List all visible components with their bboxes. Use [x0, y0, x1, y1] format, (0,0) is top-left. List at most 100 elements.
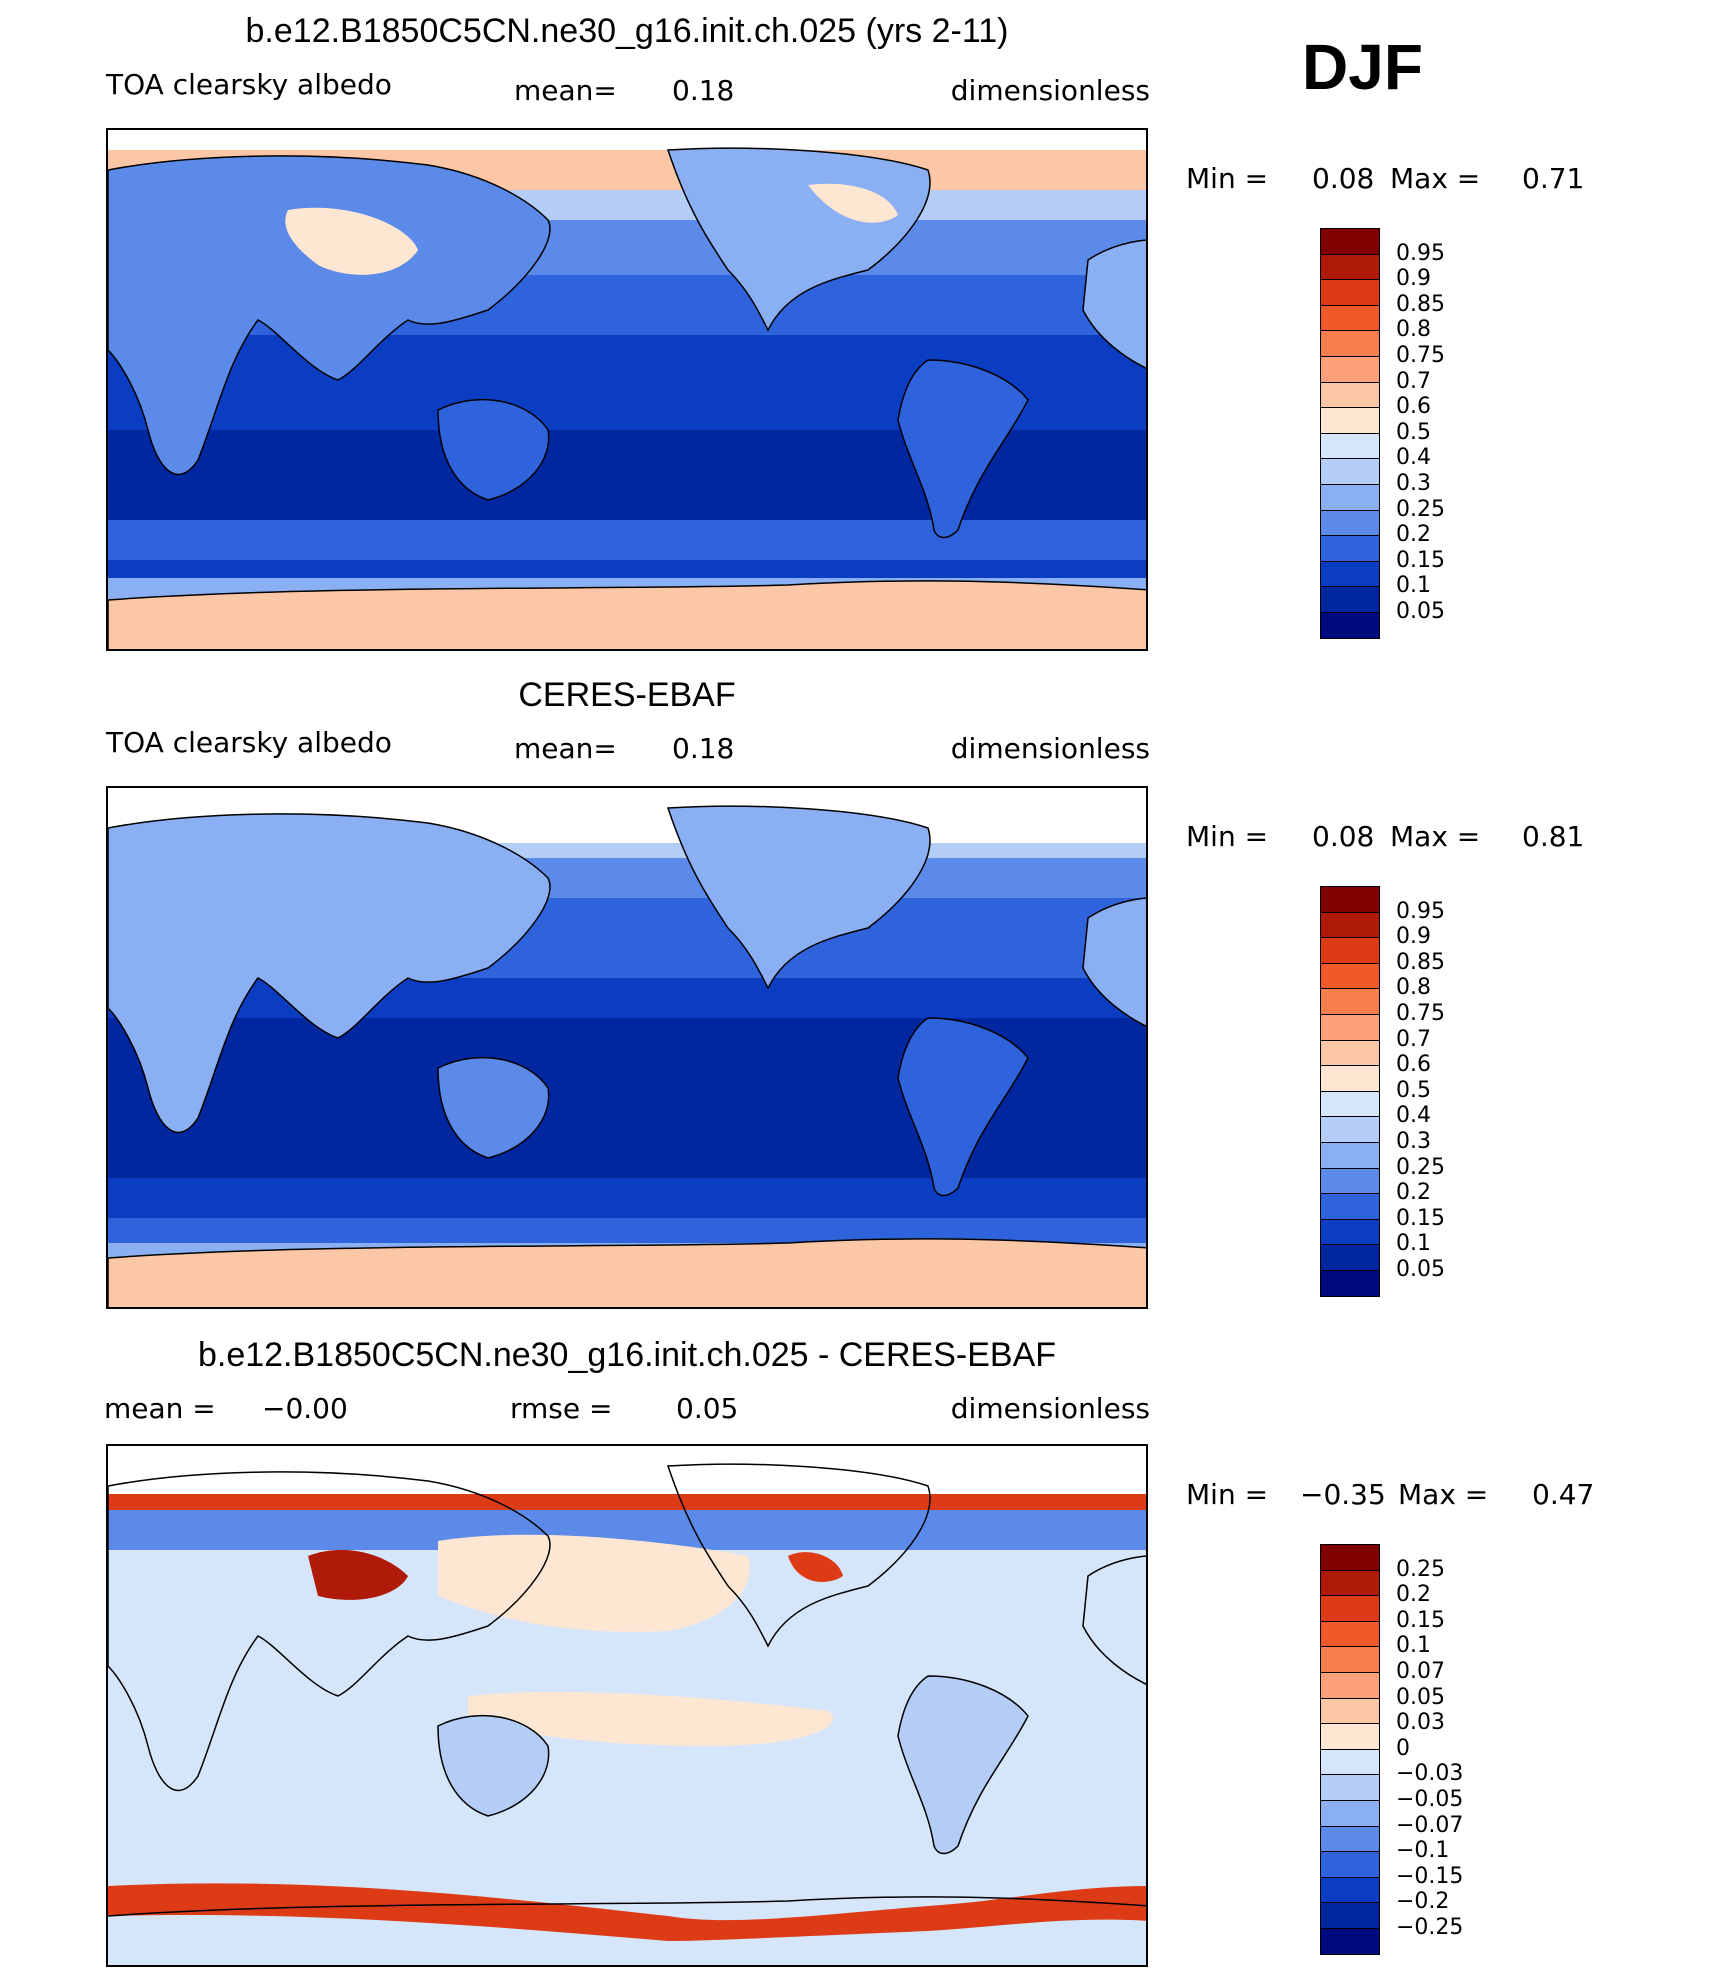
colorbar-tick-label: 0.75	[1396, 1001, 1445, 1026]
colorbar-swatch	[1320, 1748, 1380, 1776]
colorbar-swatch	[1320, 330, 1380, 357]
colorbar-tick-label: −0.1	[1396, 1838, 1450, 1864]
panel3-mean-value: −0.00	[262, 1392, 348, 1425]
colorbar-swatch	[1320, 1544, 1380, 1571]
colorbar-tick-label: 0.15	[1396, 1205, 1445, 1231]
panel3-max-label: Max =	[1398, 1478, 1489, 1511]
panel2-map	[106, 786, 1148, 1309]
colorbar-tick-label: 0.4	[1396, 1103, 1431, 1129]
colorbar-tick-label: 0.75	[1396, 343, 1445, 368]
colorbar-tick-label: 0.15	[1396, 547, 1445, 573]
colorbar-swatch	[1320, 1902, 1380, 1929]
panel3-map	[106, 1444, 1148, 1967]
colorbar-swatch	[1320, 1800, 1380, 1827]
panel1-units: dimensionless	[950, 74, 1150, 107]
colorbar-swatch	[1320, 1928, 1380, 1955]
panel1-variable-label: TOA clearsky albedo	[106, 68, 392, 101]
colorbar-tick-label: −0.2	[1396, 1889, 1450, 1915]
colorbar-tick-label: 0.6	[1396, 394, 1431, 420]
panel2-map-field	[108, 788, 1146, 1307]
colorbar-tick-label: 0.4	[1396, 445, 1431, 471]
colorbar-tick-label: 0.03	[1396, 1710, 1445, 1736]
panel2-mean-value: 0.18	[672, 732, 735, 765]
season-label: DJF	[1302, 31, 1423, 103]
colorbar-tick-label: 0	[1396, 1735, 1410, 1761]
colorbar-swatch	[1320, 988, 1380, 1015]
colorbar-tick-label: 0.8	[1396, 317, 1431, 343]
colorbar-tick-label: 0.85	[1396, 291, 1445, 317]
colorbar-tick-label: 0.25	[1396, 1556, 1445, 1582]
colorbar-swatch	[1320, 279, 1380, 306]
colorbar-swatch	[1320, 304, 1380, 332]
colorbar-swatch	[1320, 253, 1380, 281]
colorbar-swatch	[1320, 1218, 1380, 1246]
colorbar-swatch	[1320, 381, 1380, 409]
panel2-max-value: 0.81	[1522, 820, 1585, 853]
colorbar-tick-label: 0.25	[1396, 1154, 1445, 1180]
colorbar-tick-label: 0.5	[1396, 1077, 1431, 1103]
panel1-title: b.e12.B1850C5CN.ne30_g16.init.ch.025 (yr…	[245, 12, 1009, 50]
panel3-min-value: −0.35	[1300, 1478, 1386, 1511]
colorbar-tick-label: 0.2	[1396, 522, 1431, 548]
colorbar-tick-label: 0.25	[1396, 496, 1445, 522]
colorbar-tick-label: 0.3	[1396, 471, 1431, 496]
panel1-mean-value: 0.18	[672, 74, 735, 107]
colorbar-tick-label: 0.95	[1396, 240, 1445, 266]
panel1-map	[106, 128, 1148, 651]
colorbar-swatch	[1320, 458, 1380, 485]
colorbar-swatch	[1320, 432, 1380, 460]
panel1-min-label: Min =	[1186, 162, 1269, 195]
colorbar-tick-label: 0.1	[1396, 573, 1431, 599]
colorbar-swatch	[1320, 560, 1380, 588]
colorbar-swatch	[1320, 1090, 1380, 1118]
colorbar-swatch	[1320, 1672, 1380, 1699]
panel2-units: dimensionless	[950, 732, 1150, 765]
panel2-min-value: 0.08	[1312, 820, 1375, 853]
panel2-mean-label: mean=	[514, 732, 617, 765]
colorbar-swatch	[1320, 1697, 1380, 1725]
colorbar-swatch	[1320, 962, 1380, 990]
colorbar-tick-label: 0.95	[1396, 898, 1445, 924]
panel3-rmse-value: 0.05	[676, 1392, 739, 1425]
colorbar-tick-label: 0.9	[1396, 924, 1431, 950]
panel2-variable-label: TOA clearsky albedo	[106, 726, 392, 759]
colorbar-swatch	[1320, 1723, 1380, 1750]
panel1-min-value: 0.08	[1312, 162, 1375, 195]
panel1-map-field	[108, 130, 1146, 649]
colorbar-swatch	[1320, 484, 1380, 511]
colorbar-swatch	[1320, 535, 1380, 562]
colorbar-swatch	[1320, 1595, 1380, 1622]
colorbar-swatch	[1320, 356, 1380, 383]
colorbar-tick-label: 0.6	[1396, 1052, 1431, 1078]
colorbar-swatch	[1320, 1116, 1380, 1143]
colorbar-tick-label: 0.7	[1396, 368, 1431, 394]
panel3-map-field	[108, 1446, 1146, 1965]
colorbar-swatch	[1320, 1270, 1380, 1297]
colorbar-tick-label: 0.1	[1396, 1231, 1431, 1257]
colorbar-swatch	[1320, 1569, 1380, 1597]
panel2-min-label: Min =	[1186, 820, 1269, 853]
panel1-max-value: 0.71	[1522, 162, 1585, 195]
panel3-units: dimensionless	[950, 1392, 1150, 1425]
colorbar-swatch	[1320, 1825, 1380, 1853]
colorbar-tick-label: −0.15	[1396, 1863, 1464, 1889]
colorbar-swatch	[1320, 228, 1380, 255]
colorbar-swatch	[1320, 1774, 1380, 1801]
colorbar-swatch	[1320, 1065, 1380, 1092]
colorbar-tick-label: 0.8	[1396, 975, 1431, 1001]
colorbar-swatch	[1320, 1193, 1380, 1220]
colorbar-tick-label: 0.07	[1396, 1659, 1445, 1684]
panel1-mean-label: mean=	[514, 74, 617, 107]
colorbar-swatch	[1320, 586, 1380, 613]
panel3-max-value: 0.47	[1532, 1478, 1595, 1511]
colorbar-tick-label: 0.9	[1396, 266, 1431, 292]
panel1-max-label: Max =	[1390, 162, 1481, 195]
colorbar-swatch	[1320, 1646, 1380, 1673]
colorbar-swatch	[1320, 1039, 1380, 1067]
panel3-min-label: Min =	[1186, 1478, 1269, 1511]
colorbar-swatch	[1320, 509, 1380, 537]
colorbar-tick-label: 0.05	[1396, 1684, 1445, 1710]
colorbar-swatch	[1320, 1014, 1380, 1041]
colorbar-tick-label: 0.7	[1396, 1026, 1431, 1052]
colorbar-tick-label: −0.05	[1396, 1787, 1464, 1812]
